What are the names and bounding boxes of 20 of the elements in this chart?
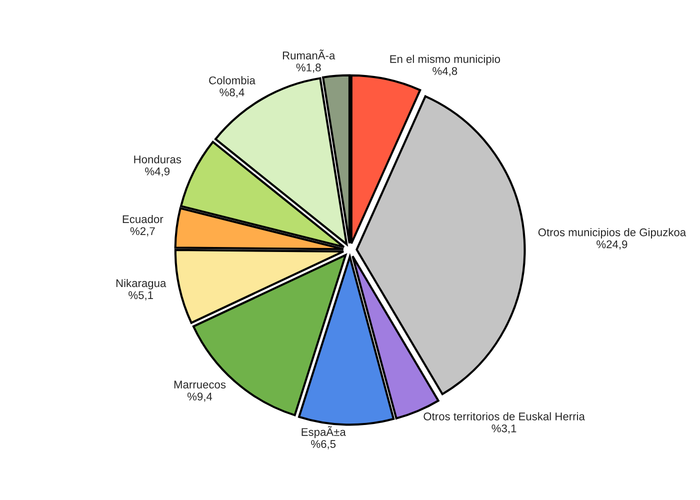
data-label: %9,4: [187, 392, 212, 402]
slice-label: Ecuador: [122, 214, 164, 224]
data-label: %6,5: [311, 440, 336, 450]
data-label: %3,1: [492, 424, 516, 434]
slice-label: Honduras: [134, 155, 182, 164]
data-label: %8,4: [220, 88, 244, 98]
slice-label: Otros municipios de Gipuzkoa: [538, 228, 686, 238]
data-label: %2,7: [130, 227, 155, 236]
slice-label: Otros territorios de Euskal Herria: [424, 412, 585, 420]
slice-label: RumanÃ-a: [282, 50, 336, 60]
data-label: %1,8: [296, 64, 321, 73]
data-label: %4,8: [432, 67, 458, 76]
slice-label: EspaÃ±a: [302, 426, 346, 438]
slice-label: En el mismo municipio: [390, 54, 500, 66]
slice-label: Nikaragua: [116, 278, 166, 290]
data-label: %24,9: [596, 240, 628, 250]
slice-label: Marruecos: [174, 380, 226, 389]
slice-label: Colombia: [209, 76, 256, 84]
data-label: %5,1: [128, 291, 153, 300]
data-label: %4,9: [145, 167, 170, 177]
